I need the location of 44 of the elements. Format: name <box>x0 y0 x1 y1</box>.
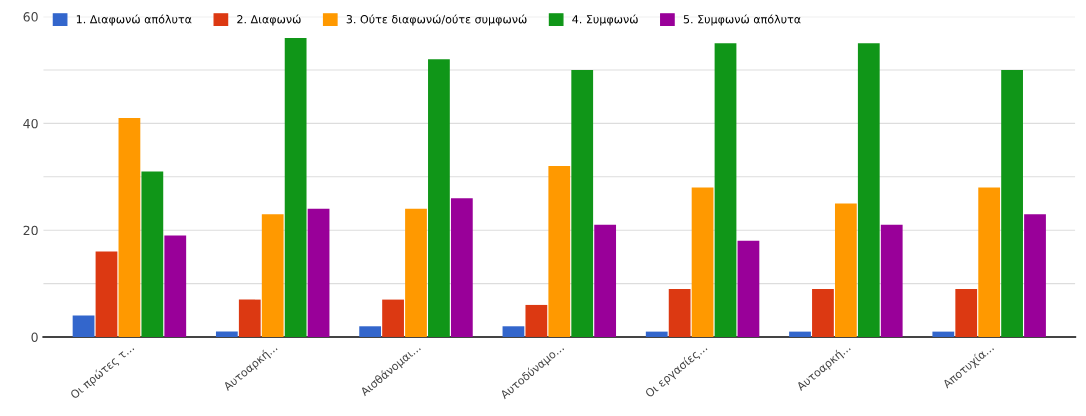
bar <box>95 251 118 337</box>
bar <box>164 235 187 337</box>
bar <box>72 315 95 337</box>
bar <box>382 299 404 337</box>
bar <box>359 326 382 337</box>
bar <box>284 37 307 337</box>
bar <box>955 288 978 337</box>
bar <box>141 171 164 337</box>
y-tick-label: 0 <box>31 332 38 342</box>
bar <box>571 70 594 337</box>
bar <box>880 224 903 337</box>
y-tick-label: 40 <box>23 118 38 129</box>
bar <box>714 43 737 337</box>
bar <box>502 326 525 337</box>
bar <box>812 288 834 337</box>
bar <box>834 203 857 337</box>
bar <box>525 304 548 337</box>
y-tick-label: 20 <box>23 225 38 236</box>
bar <box>118 118 141 337</box>
bar <box>450 198 473 337</box>
y-tick-label: 60 <box>23 12 38 22</box>
bar <box>1024 214 1046 337</box>
bar <box>978 187 1001 337</box>
bar <box>857 43 880 337</box>
bar <box>238 299 261 337</box>
legend-label: 4. Συμφωνώ <box>572 14 638 26</box>
legend-label: 3. Ούτε διαφωνώ/ούτε συμφωνώ <box>346 14 527 26</box>
legend-label: 5. Συμφωνώ απόλυτα <box>683 14 801 26</box>
legend-label: 1. Διαφωνώ απόλυτα <box>76 14 192 26</box>
bar <box>1001 70 1023 337</box>
bar <box>645 331 668 337</box>
bar <box>548 166 571 337</box>
bar <box>594 224 617 337</box>
bar <box>261 214 284 337</box>
bar <box>215 331 238 337</box>
bar <box>405 208 427 337</box>
bar <box>737 240 760 337</box>
bar <box>691 187 714 337</box>
bar <box>428 59 450 337</box>
bar <box>932 331 955 337</box>
bar <box>789 331 811 337</box>
bar <box>307 208 330 337</box>
legend-label: 2. Διαφωνώ <box>237 14 301 26</box>
bar <box>668 288 691 337</box>
